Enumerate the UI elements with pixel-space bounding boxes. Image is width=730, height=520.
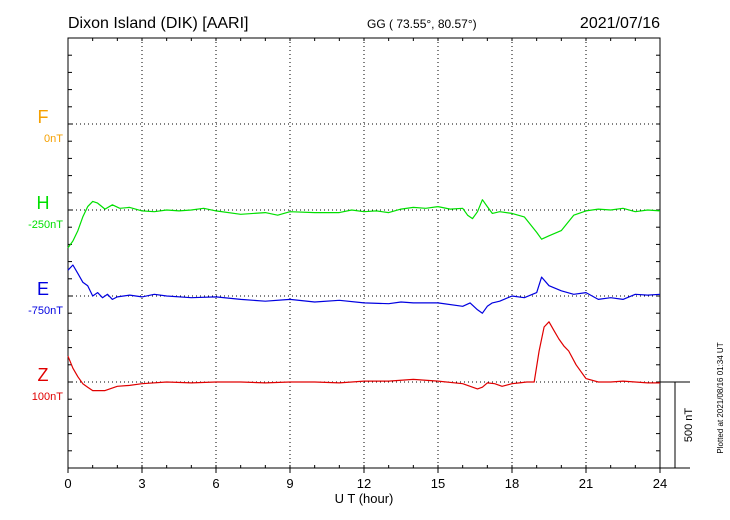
x-tick-label: 21 (579, 476, 593, 491)
x-tick-label: 18 (505, 476, 519, 491)
x-axis-title: U T (hour) (335, 491, 394, 506)
x-tick-label: 24 (653, 476, 667, 491)
series-baseline-e: -750nT (28, 305, 63, 317)
series-letter-e: E (37, 279, 49, 299)
coordinates-label: GG ( 73.55°, 80.57°) (367, 17, 477, 31)
plotted-note: Plotted at 2021/08/16 01:34 UT (716, 342, 725, 453)
x-tick-label: 0 (64, 476, 71, 491)
scale-bar-label: 500 nT (683, 408, 695, 443)
series-baseline-f: 0nT (44, 133, 63, 145)
station-title: Dixon Island (DIK) [AARI] (68, 15, 249, 32)
x-tick-label: 12 (357, 476, 371, 491)
series-letter-h: H (37, 193, 50, 213)
grid-lines (68, 38, 660, 468)
series-labels: F 0nT H -250nT E -750nT Z 100nT (28, 107, 63, 403)
series-letter-f: F (38, 107, 49, 127)
x-tick-label: 6 (212, 476, 219, 491)
series-lines (67, 199, 661, 392)
series-line-z (67, 321, 660, 392)
series-baseline-z: 100nT (32, 391, 63, 403)
series-letter-z: Z (38, 365, 49, 385)
axis-ticks: 0 3 6 9 12 15 18 21 24 (64, 37, 667, 491)
series-baseline-h: -250nT (28, 219, 63, 231)
x-tick-label: 3 (138, 476, 145, 491)
x-tick-label: 9 (286, 476, 293, 491)
x-tick-label: 15 (431, 476, 445, 491)
series-line-h (67, 199, 661, 249)
date-label: 2021/07/16 (580, 15, 660, 32)
series-line-e (67, 264, 661, 314)
scale-bar: 500 nT (660, 381, 695, 469)
